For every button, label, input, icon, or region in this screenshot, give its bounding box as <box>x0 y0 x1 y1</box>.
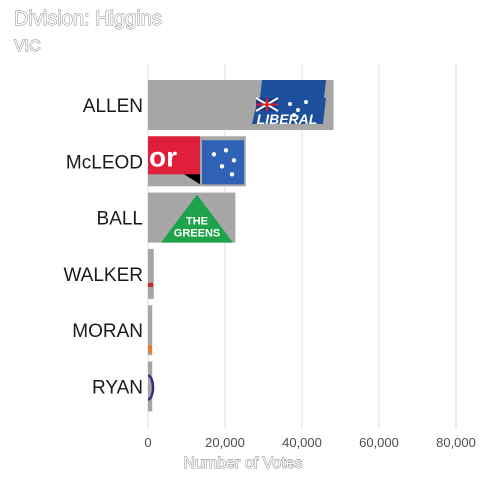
category-label: RYAN <box>92 378 143 399</box>
category-label: McLEOD <box>66 152 143 173</box>
party-logo <box>148 345 152 354</box>
x-tick-label: 80,000 <box>436 435 476 450</box>
category-label: BALL <box>97 209 143 230</box>
svg-text:or: or <box>149 141 177 172</box>
svg-text:LIBERAL: LIBERAL <box>257 111 318 127</box>
chart-title: Division: Higgins <box>14 8 162 30</box>
x-axis-label: Number of Votes <box>183 455 302 472</box>
x-axis-ticks: 0 20,000 40,000 60,000 80,000 <box>144 435 476 450</box>
liberal-party-logo: LIBERAL <box>252 80 326 127</box>
party-logo <box>147 374 155 401</box>
x-tick-label: 60,000 <box>359 435 399 450</box>
chart-subtitle: VIC <box>14 38 41 55</box>
bar-ryan <box>148 361 153 412</box>
party-logo <box>148 282 153 287</box>
x-tick-label: 40,000 <box>282 435 322 450</box>
category-labels: ALLEN McLEOD BALL WALKER MORAN RYAN <box>63 96 143 399</box>
labor-party-logo: or <box>148 136 244 185</box>
x-tick-label: 20,000 <box>205 435 245 450</box>
category-label: ALLEN <box>83 96 143 117</box>
svg-text:GREENS: GREENS <box>174 228 220 240</box>
category-label: WALKER <box>63 265 143 286</box>
x-tick-label: 0 <box>144 435 151 450</box>
bar-moran <box>148 305 153 356</box>
bar-walker <box>148 248 154 299</box>
bars <box>148 80 334 412</box>
svg-text:THE: THE <box>186 216 208 228</box>
category-label: MORAN <box>72 321 143 342</box>
